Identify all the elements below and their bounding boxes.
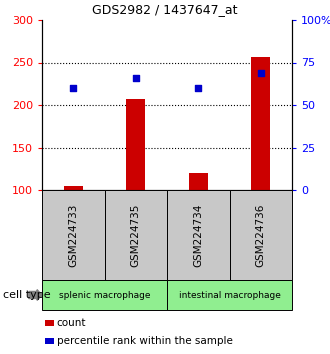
Text: GSM224734: GSM224734 — [193, 203, 203, 267]
Bar — [189, 173, 208, 190]
Point — [258, 70, 263, 75]
Text: GSM224736: GSM224736 — [256, 203, 266, 267]
Point — [196, 85, 201, 91]
Bar — [105, 190, 167, 280]
Text: cell type: cell type — [3, 290, 51, 300]
Text: GSM224733: GSM224733 — [68, 203, 78, 267]
Bar — [167, 280, 292, 310]
Text: splenic macrophage: splenic macrophage — [59, 291, 150, 299]
Bar — [42, 190, 105, 280]
Point — [71, 85, 76, 91]
Bar — [251, 57, 270, 190]
Bar — [64, 186, 82, 190]
Text: intestinal macrophage: intestinal macrophage — [179, 291, 280, 299]
Text: count: count — [57, 318, 86, 328]
Bar — [229, 190, 292, 280]
Bar — [42, 280, 167, 310]
Text: percentile rank within the sample: percentile rank within the sample — [57, 336, 233, 346]
Text: GDS2982 / 1437647_at: GDS2982 / 1437647_at — [92, 3, 238, 16]
Bar — [167, 190, 229, 280]
Point — [133, 75, 138, 81]
Bar — [126, 99, 145, 190]
Text: GSM224735: GSM224735 — [131, 203, 141, 267]
